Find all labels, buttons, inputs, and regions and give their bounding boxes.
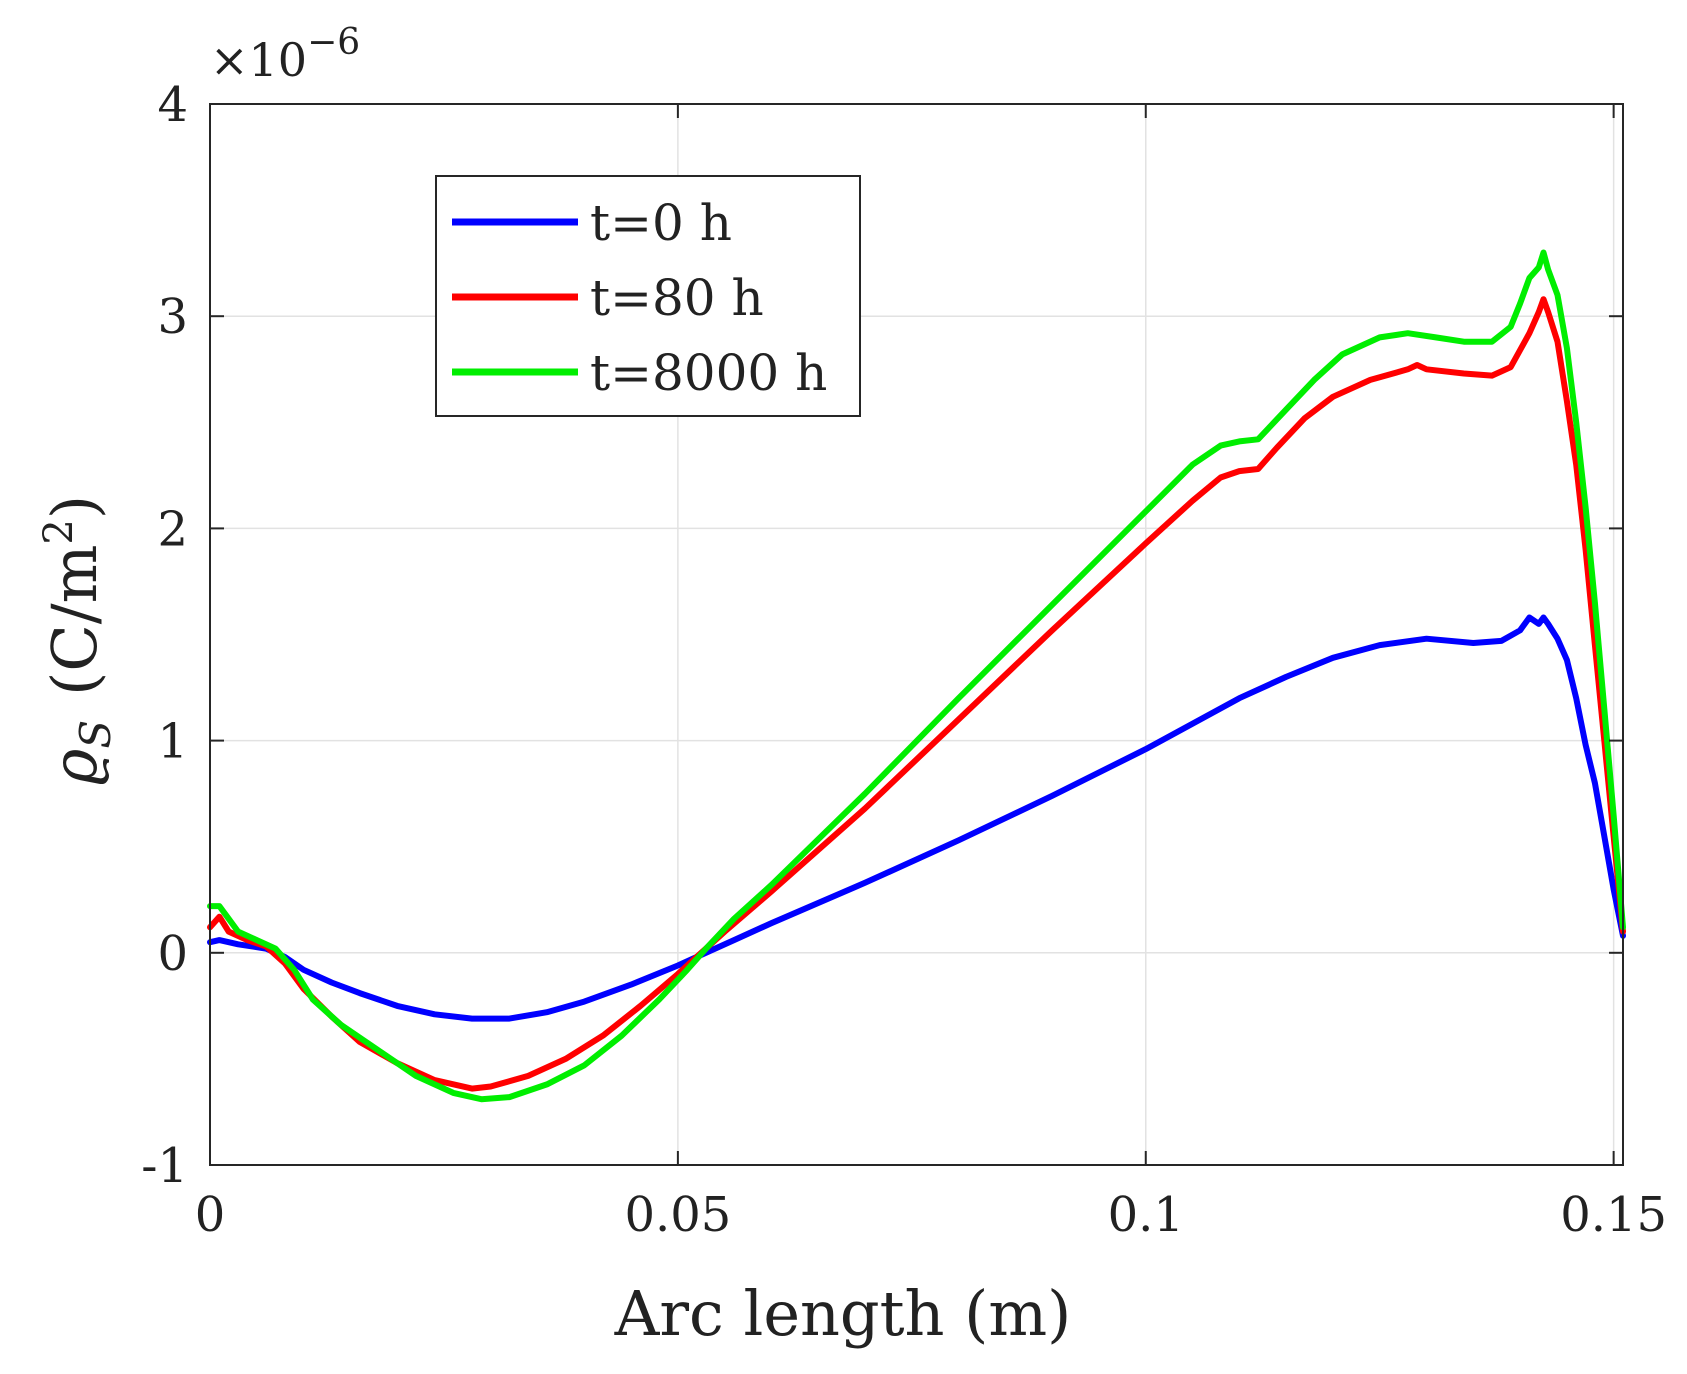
x-tick-label: 0.15 — [1560, 1187, 1667, 1243]
plot-frame — [209, 103, 1624, 1166]
y-axis-title: ϱS (C/m2) — [36, 495, 120, 785]
series-group — [207, 249, 1626, 1103]
x-tick-label: 0 — [195, 1187, 226, 1243]
y-multiplier: ×10−6 — [210, 22, 360, 87]
y-axis-symbol: ϱ — [38, 749, 111, 785]
y-tick-label: 2 — [157, 501, 188, 557]
y-axis-subscript: S — [71, 720, 120, 749]
series-line-t80 — [207, 296, 1626, 1092]
y-multiplier-exp: −6 — [307, 22, 360, 63]
y-tick-label: 3 — [157, 289, 188, 345]
x-axis-title: Arc length (m) — [614, 1277, 1072, 1350]
grid — [209, 103, 1623, 1166]
y-multiplier-base: ×10 — [210, 33, 307, 87]
legend-label-t0: t=0 h — [590, 194, 732, 252]
y-axis-unit-close: ) — [38, 495, 111, 519]
series-line-t8000 — [207, 249, 1626, 1103]
x-tick-label: 0.05 — [624, 1187, 731, 1243]
y-tick-label: -1 — [141, 1138, 188, 1194]
legend: t=0 h t=80 h t=8000 h — [435, 175, 861, 417]
y-axis-unit: (C/m — [38, 545, 111, 696]
x-tick-label: 0.1 — [1108, 1187, 1184, 1243]
y-tick-label: 4 — [157, 77, 188, 133]
series-line-t0 — [207, 614, 1626, 1022]
y-tick-label: 1 — [157, 714, 188, 770]
y-axis-unit-exp: 2 — [36, 519, 82, 544]
legend-label-t8000: t=8000 h — [590, 344, 827, 402]
y-tick-label: 0 — [157, 926, 188, 982]
legend-label-t80: t=80 h — [590, 269, 764, 327]
